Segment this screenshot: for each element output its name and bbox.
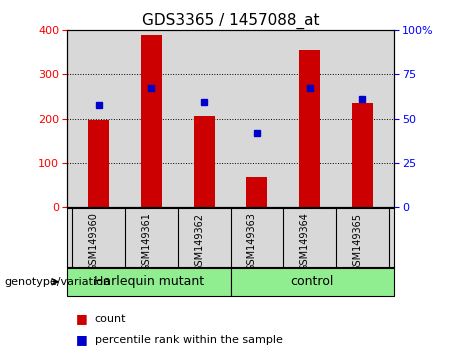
Text: GSM149363: GSM149363	[247, 212, 257, 272]
Bar	[299, 50, 320, 207]
Bar	[230, 268, 394, 296]
Bar	[246, 177, 267, 207]
Text: GSM149362: GSM149362	[194, 212, 204, 272]
Bar	[67, 268, 230, 296]
Bar	[352, 103, 373, 207]
Text: ■: ■	[76, 312, 88, 325]
Text: GSM149361: GSM149361	[142, 212, 151, 272]
Text: percentile rank within the sample: percentile rank within the sample	[95, 335, 283, 345]
Text: GSM149360: GSM149360	[89, 212, 99, 272]
Text: GDS3365 / 1457088_at: GDS3365 / 1457088_at	[142, 12, 319, 29]
Text: GSM149364: GSM149364	[300, 212, 310, 272]
Bar	[141, 34, 162, 207]
Bar	[194, 116, 215, 207]
Text: ■: ■	[76, 333, 88, 346]
Bar	[88, 120, 109, 207]
Text: count: count	[95, 314, 126, 324]
Text: control: control	[290, 275, 334, 288]
Text: GSM149365: GSM149365	[353, 212, 362, 272]
Text: Harlequin mutant: Harlequin mutant	[94, 275, 204, 288]
Text: genotype/variation: genotype/variation	[5, 277, 111, 287]
